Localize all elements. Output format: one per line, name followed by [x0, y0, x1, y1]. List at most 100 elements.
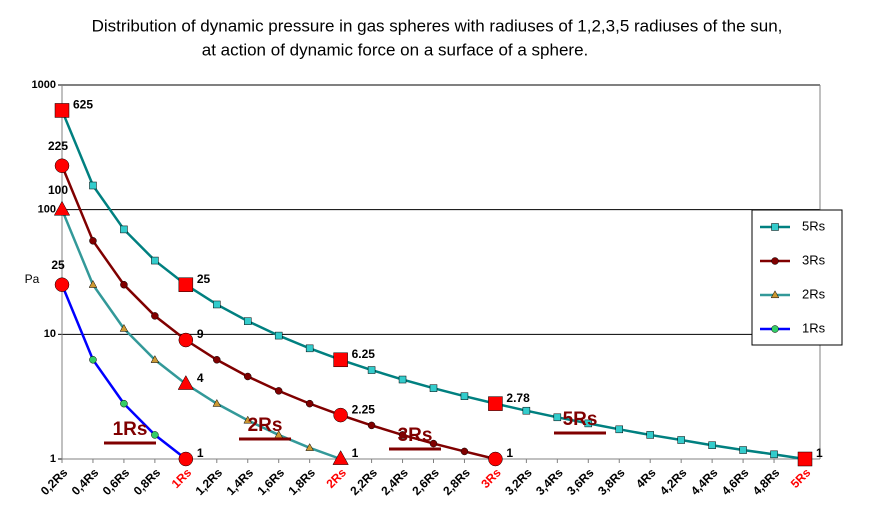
marker [333, 352, 348, 368]
marker [771, 223, 779, 231]
series-line [60, 109, 806, 461]
data-label: 4 [197, 371, 204, 385]
x-tick-label: 3,6Rs [564, 465, 597, 498]
data-label: 1 [506, 446, 513, 460]
legend-label: 5Rs [802, 218, 826, 233]
marker [429, 439, 438, 448]
y-tick-label: 1 [50, 453, 56, 465]
marker [213, 356, 221, 364]
marker [739, 446, 747, 454]
data-label: 225 [48, 139, 68, 153]
marker [305, 443, 314, 451]
marker [120, 225, 128, 234]
x-tick-label: 2,4Rs [378, 465, 411, 498]
x-tick-label: 4,8Rs [750, 465, 783, 498]
marker [460, 392, 469, 400]
marker [178, 277, 194, 292]
x-tick-label: 0,2Rs [38, 465, 71, 498]
marker [243, 415, 253, 424]
marker [89, 356, 97, 364]
marker [770, 450, 778, 459]
x-tick-label: 4Rs [633, 465, 659, 491]
y-tick-label: 10 [44, 328, 56, 340]
x-tick-label: 1,6Rs [255, 465, 288, 498]
marker [244, 372, 252, 381]
data-label: 2.78 [506, 391, 530, 405]
marker [332, 450, 349, 465]
x-tick-label: 1Rs [169, 465, 195, 491]
x-tick-label: 3,8Rs [595, 465, 628, 498]
x-tick-label: 0,4Rs [69, 465, 102, 498]
marker [677, 436, 685, 444]
marker [708, 441, 716, 449]
annotation: 5Rs [563, 409, 598, 430]
data-label: 1 [816, 446, 823, 460]
legend-label: 2Rs [802, 286, 826, 301]
x-tick-label: 1,2Rs [193, 465, 226, 498]
marker [305, 344, 314, 353]
marker [54, 103, 70, 118]
x-tick-label: 4,6Rs [719, 465, 752, 498]
marker [151, 431, 159, 439]
marker [553, 413, 562, 422]
marker [150, 355, 160, 363]
marker [771, 325, 779, 333]
x-tick-label: 2,6Rs [409, 465, 442, 498]
data-label: 25 [51, 258, 65, 272]
marker [770, 290, 780, 299]
marker [460, 447, 469, 456]
y-tick-label: 100 [38, 204, 56, 216]
x-tick-label: 1,4Rs [224, 465, 257, 498]
x-tick-label: 1,8Rs [285, 465, 318, 498]
x-tick-label: 2,2Rs [347, 465, 380, 498]
chart-title: Distribution of dynamic pressure in gas … [92, 16, 783, 35]
chart-title: at action of dynamic force on a surface … [202, 40, 589, 59]
marker [119, 323, 129, 332]
marker [771, 257, 779, 265]
marker [244, 317, 252, 325]
marker [333, 407, 348, 423]
marker [305, 399, 314, 408]
marker [89, 237, 97, 245]
marker [89, 181, 97, 190]
marker [120, 399, 128, 408]
data-label: 25 [197, 272, 211, 286]
data-label: 1 [352, 446, 359, 460]
marker [88, 280, 98, 288]
marker [53, 200, 71, 216]
x-tick-label: 4,2Rs [657, 465, 690, 498]
x-tick-label: 2,8Rs [440, 465, 473, 498]
series-line [60, 209, 342, 461]
marker [151, 256, 159, 265]
marker [367, 421, 376, 430]
marker [178, 451, 194, 467]
marker [212, 398, 222, 407]
marker [584, 419, 593, 428]
x-tick-label: 0,6Rs [100, 465, 133, 498]
x-tick-label: 3,2Rs [502, 465, 535, 498]
marker [178, 332, 194, 348]
x-tick-label: 3Rs [478, 465, 504, 491]
marker [398, 431, 407, 439]
marker [398, 375, 407, 384]
x-tick-label: 0,8Rs [131, 465, 164, 498]
data-label: 2.25 [352, 402, 376, 416]
data-label: 9 [197, 327, 204, 341]
y-tick-label: 1000 [32, 79, 56, 91]
annotation: 1Rs [113, 419, 148, 440]
marker [120, 280, 128, 289]
legend-box [751, 209, 843, 346]
y-axis-label: Pa [25, 272, 40, 286]
annotation: 3Rs [398, 425, 433, 446]
marker [429, 384, 438, 392]
marker [274, 331, 283, 340]
data-label: 6.25 [352, 347, 376, 361]
marker [177, 375, 194, 390]
legend-label: 3Rs [802, 252, 826, 267]
marker [54, 277, 70, 292]
legend: 5Rs 3Rs 2Rs 1Rs [751, 209, 843, 346]
legend-label: 1Rs [802, 320, 826, 335]
marker [615, 425, 623, 434]
